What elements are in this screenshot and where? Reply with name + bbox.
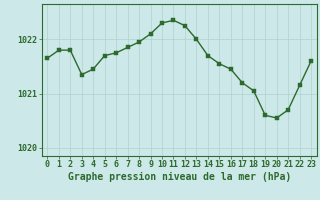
X-axis label: Graphe pression niveau de la mer (hPa): Graphe pression niveau de la mer (hPa) — [68, 172, 291, 182]
